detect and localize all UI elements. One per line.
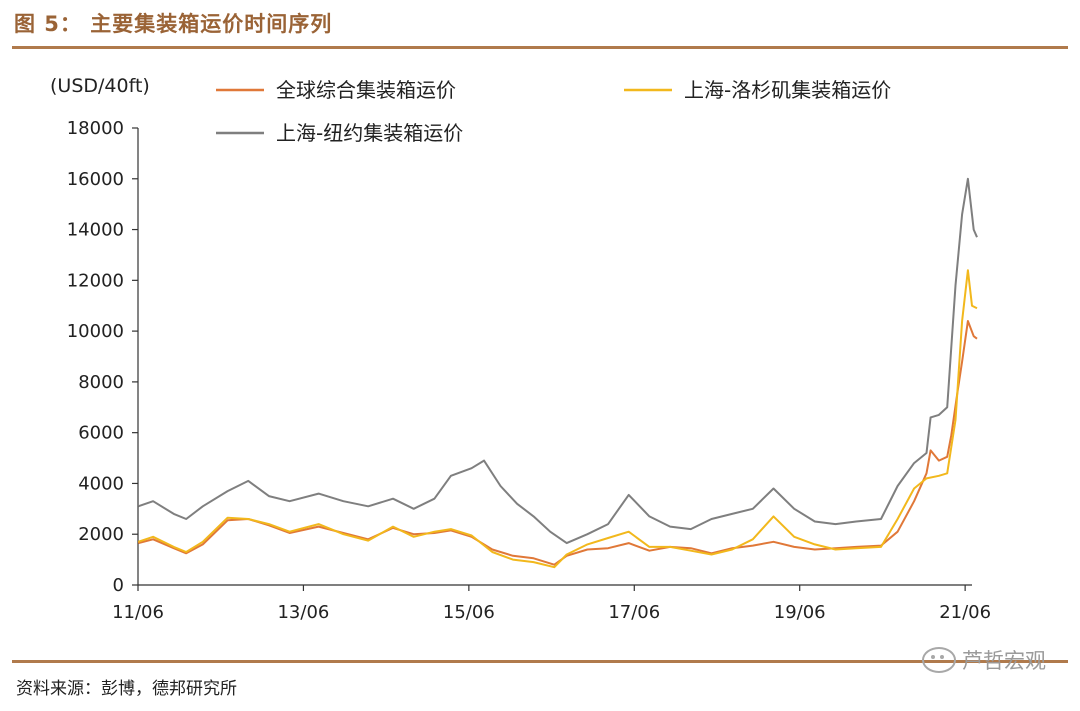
x-tick-label: 13/06 [277, 602, 329, 623]
figure-title: 图 5： 主要集装箱运价时间序列 [14, 12, 333, 36]
x-tick-label: 11/06 [112, 602, 164, 623]
watermark-text: 芦哲宏观 [962, 649, 1046, 673]
watermark: 芦哲宏观 [922, 645, 1046, 675]
y-tick-label: 14000 [67, 220, 124, 241]
y-tick-label: 10000 [67, 321, 124, 342]
y-tick-label: 8000 [78, 372, 124, 393]
source-note: 资料来源：彭博，德邦研究所 [16, 679, 237, 699]
wechat-icon [922, 647, 956, 673]
x-tick-label: 21/06 [939, 602, 991, 623]
y-tick-label: 6000 [78, 423, 124, 444]
x-tick-label: 15/06 [443, 602, 495, 623]
y-tick-label: 16000 [67, 169, 124, 190]
y-tick-label: 18000 [67, 118, 124, 139]
title-rule [12, 46, 1068, 49]
legend-label: 全球综合集装箱运价 [276, 78, 456, 102]
series-line-3 [137, 177, 978, 545]
y-tick-label: 0 [113, 575, 124, 596]
x-tick-label: 19/06 [774, 602, 826, 623]
footer-rule [12, 660, 1068, 663]
line-chart: (USD/40ft) 0 2000 4000 6000 8000 10000 12000 140… [50, 75, 991, 623]
y-unit-label: (USD/40ft) [50, 75, 150, 97]
x-tick-label: 17/06 [608, 602, 660, 623]
y-tick-label: 4000 [78, 473, 124, 494]
legend-label: 上海-纽约集装箱运价 [276, 121, 463, 145]
y-tick-label: 2000 [78, 524, 124, 545]
legend-label: 上海-洛杉矶集装箱运价 [684, 78, 891, 102]
series-line-1 [137, 320, 978, 566]
series-line-2 [137, 269, 978, 569]
y-tick-label: 12000 [67, 270, 124, 291]
